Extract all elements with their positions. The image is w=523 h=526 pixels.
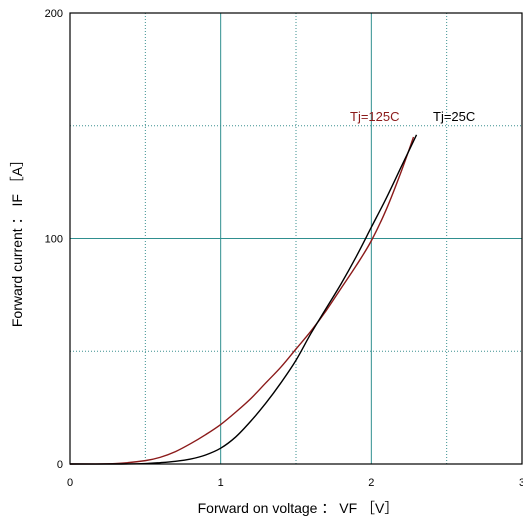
y-tick-labels: 0 100 200 — [45, 8, 63, 471]
y-tick-label: 0 — [57, 459, 63, 471]
series-label-tj25: Tj=25C — [433, 109, 475, 124]
grid — [70, 13, 522, 464]
x-axis-label: Forward on voltage ： VF ［V］ — [198, 500, 399, 516]
series-line-tj25 — [69, 134, 418, 465]
x-tick-label: 3 — [519, 477, 523, 489]
plot-frame — [69, 12, 523, 465]
x-tick-label: 2 — [368, 477, 374, 489]
y-tick-label: 100 — [45, 234, 63, 246]
x-tick-label: 0 — [67, 477, 73, 489]
series-lines — [69, 134, 418, 465]
y-axis-label: Forward current ： IF ［A］ — [9, 153, 25, 327]
x-tick-label: 1 — [218, 477, 224, 489]
x-tick-labels: 0 1 2 3 — [67, 477, 523, 489]
series-line-tj125 — [69, 136, 415, 465]
y-tick-label: 200 — [45, 8, 63, 20]
series-label-tj125: Tj=125C — [350, 109, 400, 124]
